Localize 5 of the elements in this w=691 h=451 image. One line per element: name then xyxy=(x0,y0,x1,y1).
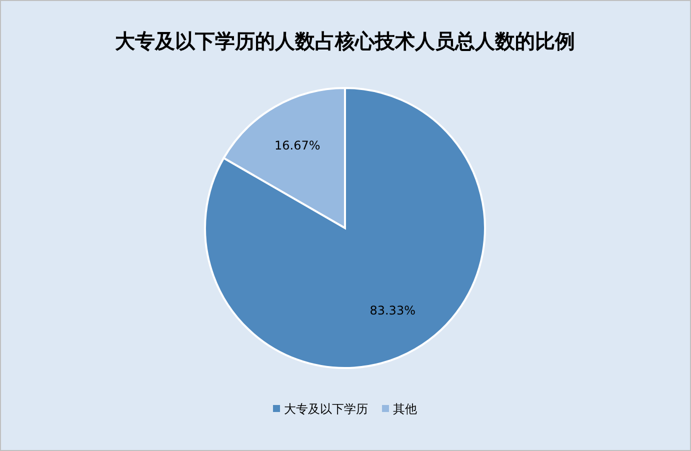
data-label: 83.33% xyxy=(370,303,416,318)
data-label: 16.67% xyxy=(274,138,320,153)
chart-title: 大专及以下学历的人数占核心技术人员总人数的比例 xyxy=(115,29,575,53)
legend-label: 大专及以下学历 xyxy=(284,402,368,416)
legend-label: 其他 xyxy=(393,402,417,416)
